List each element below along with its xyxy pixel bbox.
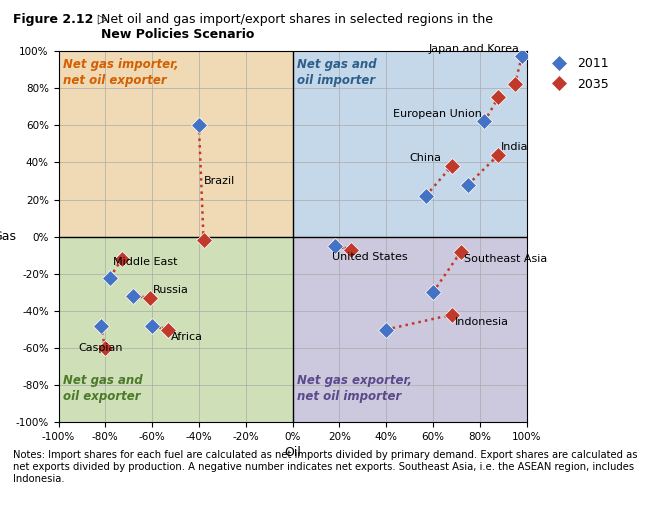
- Text: China: China: [410, 153, 442, 163]
- X-axis label: Oil: Oil: [284, 446, 301, 459]
- Text: Caspian: Caspian: [79, 343, 123, 353]
- Text: Figure 2.12 ▷: Figure 2.12 ▷: [13, 13, 107, 26]
- Text: India: India: [501, 142, 528, 152]
- Text: Africa: Africa: [171, 332, 203, 343]
- Text: Net gas importer,
net oil exporter: Net gas importer, net oil exporter: [63, 59, 179, 88]
- Text: Notes: Import shares for each fuel are calculated as net imports divided by prim: Notes: Import shares for each fuel are c…: [13, 450, 638, 484]
- Text: Indonesia: Indonesia: [454, 318, 508, 327]
- Text: United States: United States: [332, 251, 408, 262]
- Text: Net gas and
oil exporter: Net gas and oil exporter: [63, 374, 143, 403]
- Text: New Policies Scenario: New Policies Scenario: [101, 28, 254, 41]
- Legend: 2011, 2035: 2011, 2035: [547, 57, 608, 91]
- Text: Middle East: Middle East: [112, 258, 177, 267]
- Y-axis label: Gas: Gas: [0, 230, 16, 243]
- Text: Japan and Korea: Japan and Korea: [428, 44, 519, 53]
- Text: Brazil: Brazil: [204, 176, 235, 186]
- Text: Net gas exporter,
net oil importer: Net gas exporter, net oil importer: [297, 374, 412, 403]
- Text: Russia: Russia: [153, 285, 188, 295]
- Text: European Union: European Union: [393, 109, 482, 119]
- Text: Net oil and gas import/export shares in selected regions in the: Net oil and gas import/export shares in …: [101, 13, 493, 26]
- Text: Southeast Asia: Southeast Asia: [463, 254, 547, 264]
- Text: Net gas and
oil importer: Net gas and oil importer: [297, 59, 377, 88]
